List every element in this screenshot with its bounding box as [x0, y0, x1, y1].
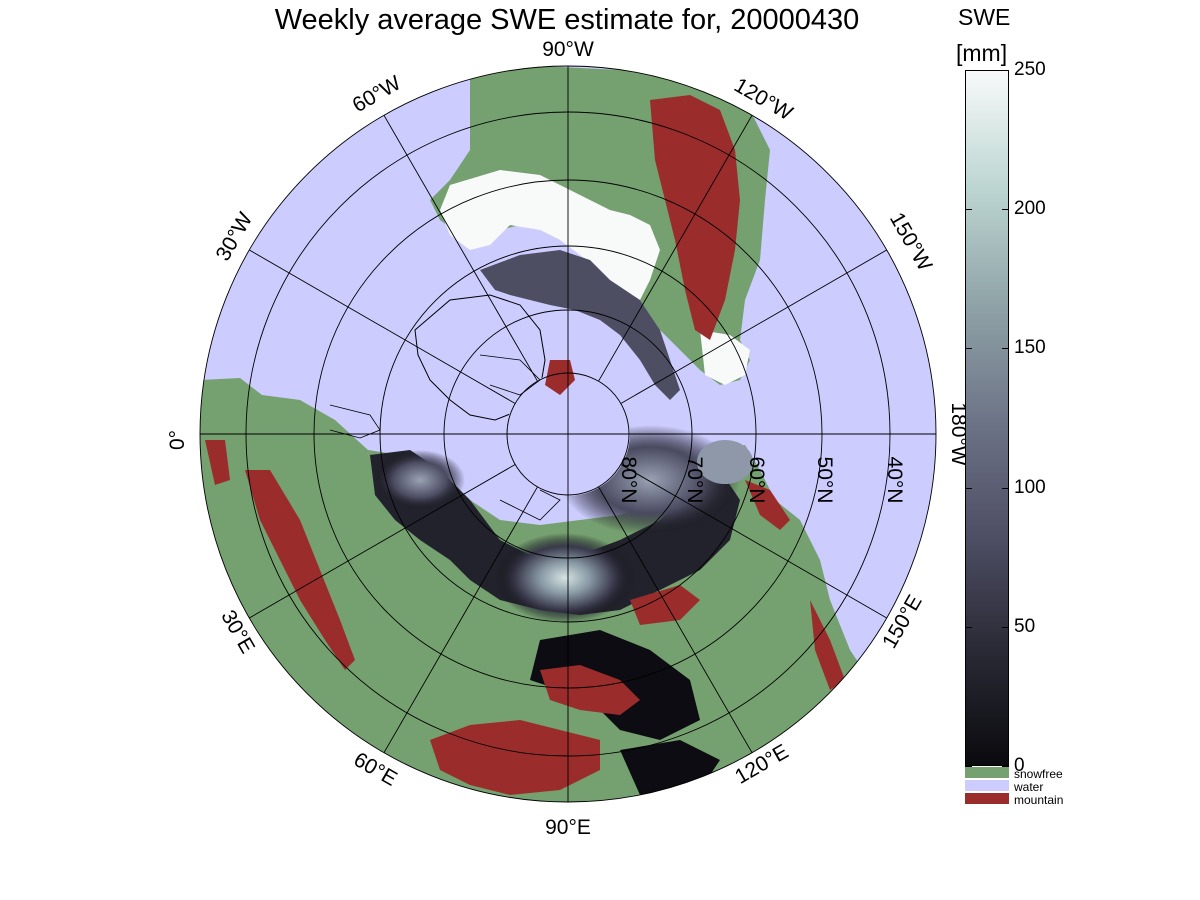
map-title: Weekly average SWE estimate for, 2000043…	[274, 4, 860, 36]
colorbar-tick-mark	[1002, 766, 1009, 767]
legend-swatch-water	[965, 780, 1009, 791]
lat-label-50n: 50°N	[813, 457, 836, 504]
colorbar-tick-mark	[1002, 626, 1009, 628]
meridian-line	[598, 486, 753, 753]
lat-label-80n: 80°N	[617, 457, 640, 504]
legend-label-water: water	[1014, 780, 1044, 794]
swe-peak-patch	[495, 533, 635, 623]
lat-label-70n: 70°N	[683, 457, 706, 504]
eurasia-swe-band	[370, 450, 740, 615]
lon-label-180w: 180°W	[947, 402, 970, 465]
meridian-line	[249, 249, 516, 404]
colorbar-tick-label: 250	[1014, 59, 1046, 80]
colorbar-tick-mark	[1002, 348, 1009, 350]
meridian-lines	[200, 66, 936, 802]
colorbar-tick-mark	[965, 70, 972, 71]
na-snow-coast	[700, 330, 750, 385]
colorbar-tick-mark	[965, 487, 972, 489]
swe-scandinavia-patch	[375, 450, 465, 510]
swe-east-patch	[697, 440, 753, 484]
lon-label-90w: 90°W	[542, 38, 594, 61]
lon-label-0: 0°	[166, 430, 189, 450]
colorbar-tick-mark	[1002, 487, 1009, 489]
colorbar-tick-label: 100	[1014, 476, 1046, 498]
colorbar-tick-label: 200	[1014, 198, 1046, 220]
lat-label-60n: 60°N	[745, 457, 768, 504]
meridian-line	[620, 249, 887, 404]
colorbar-units: [mm]	[956, 40, 1008, 66]
colorbar-tick-mark	[965, 766, 972, 767]
colorbar-label: SWE	[958, 4, 1011, 30]
legend-label-snowfree: snowfree	[1014, 767, 1063, 781]
legend-label-mountain: mountain	[1014, 793, 1064, 807]
colorbar-tick-mark	[965, 348, 972, 350]
colorbar-tick-label: 50	[1014, 615, 1036, 637]
colorbar-tick-label: 0	[1014, 755, 1025, 776]
colorbar-tick-mark	[965, 209, 972, 211]
meridian-line	[620, 464, 887, 619]
meridian-line	[383, 115, 538, 382]
arctic-islands-swe	[480, 250, 680, 400]
mountain-regions	[205, 95, 845, 795]
na-snow-deep	[440, 170, 660, 300]
legend-swatch-mountain	[965, 793, 1009, 804]
colorbar-tick-label: 150	[1014, 337, 1046, 359]
meridian-line	[383, 486, 538, 753]
colorbar-tick-mark	[1002, 209, 1009, 211]
meridian-line	[598, 115, 753, 382]
lat-label-40n: 40°N	[883, 457, 906, 504]
lon-label-90e: 90°E	[545, 816, 591, 839]
meridian-line	[249, 464, 516, 619]
colorbar-gradient	[965, 70, 1009, 766]
colorbar-tick-mark	[965, 626, 972, 628]
colorbar-tick-mark	[1002, 70, 1009, 71]
legend-swatch-snowfree	[965, 767, 1009, 778]
